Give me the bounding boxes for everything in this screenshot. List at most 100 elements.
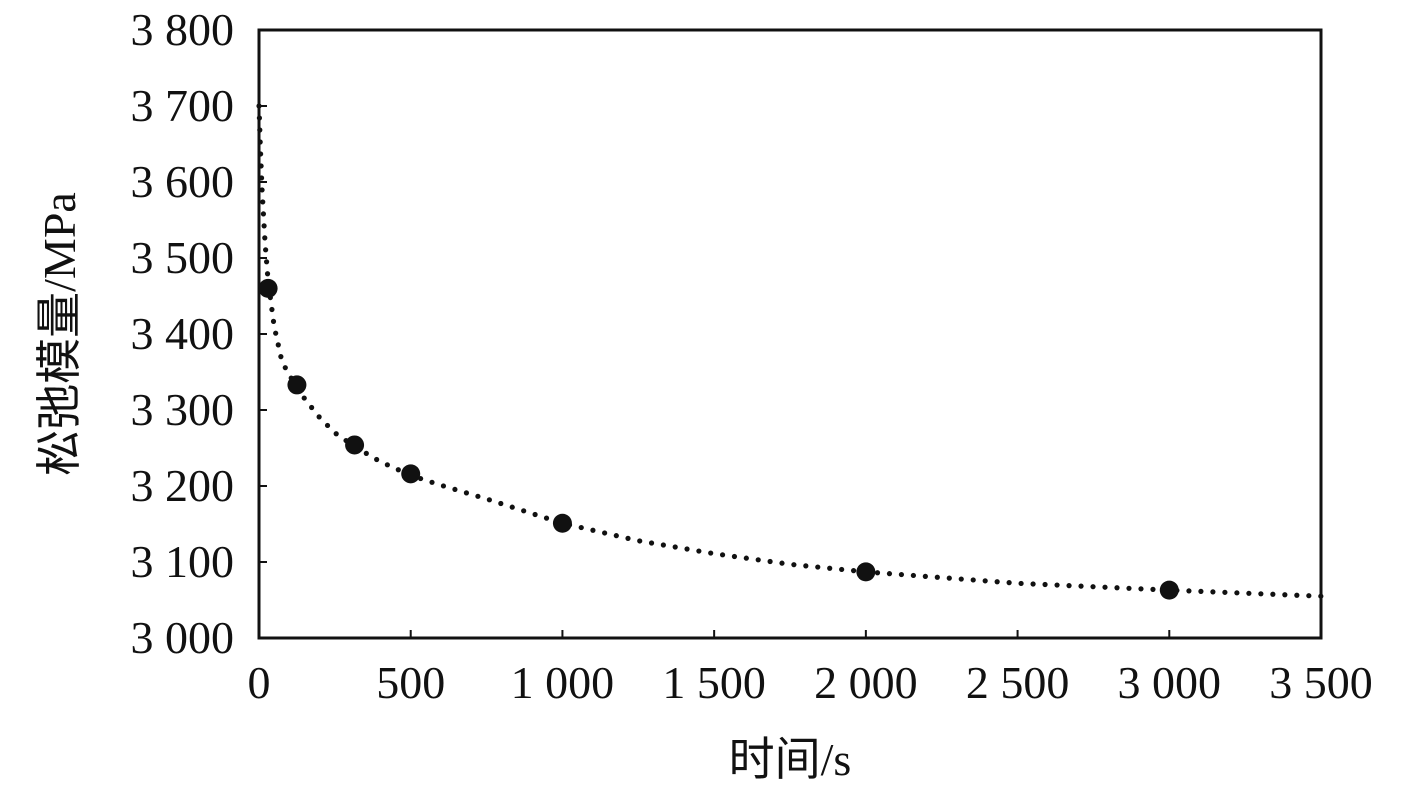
fit-curve-dot — [532, 511, 538, 518]
data-point — [287, 375, 307, 395]
y-tick-label: 3 300 — [131, 384, 235, 435]
fit-curve-dot — [1066, 583, 1072, 589]
data-point — [345, 435, 365, 455]
fit-curve-dot — [1030, 581, 1036, 587]
y-tick-label: 3 700 — [131, 80, 235, 131]
fit-curve-dot — [1246, 590, 1252, 596]
fit-curve-dot — [767, 558, 773, 565]
fit-curve-dot — [258, 151, 264, 157]
data-point — [1159, 580, 1179, 600]
fit-curve — [256, 103, 1324, 599]
fit-curve-dot — [282, 365, 288, 371]
x-tick-label: 2 500 — [966, 657, 1070, 708]
fit-curve-dot — [613, 533, 619, 539]
fit-curve-dot — [648, 540, 655, 546]
fit-curve-dot — [1150, 586, 1156, 592]
y-tick-label: 3 800 — [131, 4, 235, 55]
fit-curve-dot — [994, 579, 1000, 585]
fit-curve-dot — [1186, 588, 1192, 594]
fit-curve-dot — [521, 508, 527, 514]
fit-curve-dot — [708, 550, 714, 556]
y-tick-label: 3 400 — [131, 308, 235, 359]
fit-curve-dot — [590, 527, 596, 533]
fit-curve-dot — [755, 557, 761, 563]
fit-curve-dot — [278, 354, 284, 360]
fit-curve-dot — [257, 139, 263, 145]
fit-curve-dot — [475, 493, 481, 499]
fit-curve-dot — [672, 544, 678, 550]
fit-curve-dot — [324, 422, 331, 429]
fit-curve-dot — [970, 577, 976, 583]
data-point — [856, 562, 876, 582]
fit-curve-dot — [258, 163, 264, 169]
fit-curve-dot — [258, 175, 265, 181]
y-tick-label: 3 200 — [131, 460, 235, 511]
y-axis-title: 松弛模量/MPa — [34, 192, 85, 476]
fit-curve-dot — [982, 578, 988, 584]
fit-curve-dot — [1306, 593, 1312, 599]
fit-curve-dot — [578, 524, 584, 531]
fit-curve-dot — [374, 456, 380, 463]
fit-curve-dot — [1126, 585, 1132, 591]
fit-curve-dot — [637, 538, 643, 544]
fit-curve-dot — [1078, 583, 1084, 589]
fit-curve-dot — [543, 515, 550, 521]
y-axis-ticks: 3 000 3 100 3 200 3 300 3 400 3 500 3 600 3 700… — [131, 4, 267, 663]
fit-curve-dot — [696, 548, 702, 554]
fit-curve-dot — [922, 573, 928, 579]
fit-curve-dot — [463, 490, 470, 496]
data-point — [258, 278, 278, 298]
fit-curve-dot — [1006, 580, 1012, 586]
fit-curve-dot — [1198, 588, 1204, 594]
fit-curve-dot — [259, 187, 265, 193]
x-tick-label: 0 — [248, 657, 271, 708]
y-tick-label: 3 100 — [131, 536, 235, 587]
fit-curve-dot — [498, 500, 504, 507]
fit-curve-dot — [262, 235, 268, 241]
fit-curve-dot — [1018, 580, 1024, 587]
fit-curve-dot — [731, 553, 738, 560]
x-tick-label: 500 — [376, 657, 445, 708]
fit-curve-dot — [1054, 582, 1060, 588]
fit-curve-dot — [898, 571, 905, 578]
fit-curve-dot — [316, 414, 322, 420]
data-point — [552, 513, 572, 533]
fit-curve-dot — [1282, 592, 1288, 598]
fit-curve-dot — [839, 566, 845, 573]
fit-curve-dot — [1294, 592, 1300, 598]
fit-curve-dot — [660, 542, 666, 548]
fit-curve-dot — [602, 530, 608, 536]
fit-curve-dot — [886, 571, 893, 577]
fit-curve-dot — [261, 223, 267, 229]
fit-curve-dot — [309, 404, 315, 411]
fit-curve-dot — [1234, 590, 1240, 596]
fit-curve-dot — [850, 568, 857, 574]
fit-curve-dot — [440, 483, 447, 489]
x-tick-label: 3 500 — [1269, 657, 1373, 708]
fit-curve-dot — [1114, 585, 1120, 591]
fit-curve-dot — [269, 306, 275, 313]
fit-curve-dot — [263, 259, 270, 265]
fit-curve-dot — [815, 564, 821, 570]
x-tick-label: 2 000 — [814, 657, 918, 708]
fit-curve-dot — [1138, 586, 1144, 592]
fit-curve-dot — [275, 342, 281, 348]
fit-curve-dot — [256, 103, 262, 109]
fit-curve-dot — [264, 271, 271, 277]
fit-curve-dot — [260, 199, 266, 205]
fit-curve-dot — [257, 127, 263, 133]
fit-curve-dot — [273, 330, 279, 336]
fit-curve-dot — [1090, 584, 1096, 590]
fit-curve-dot — [958, 576, 964, 582]
fit-curve-dot — [779, 560, 785, 566]
fit-curve-dot — [1222, 589, 1228, 595]
fit-curve-dot — [363, 450, 369, 456]
fit-curve-dot — [946, 575, 952, 581]
fit-curve-dot — [301, 395, 307, 401]
y-tick-label: 3 500 — [131, 232, 235, 283]
y-tick-label: 3 000 — [131, 612, 235, 663]
fit-curve-dot — [719, 552, 726, 558]
fit-curve-dot — [934, 574, 940, 580]
